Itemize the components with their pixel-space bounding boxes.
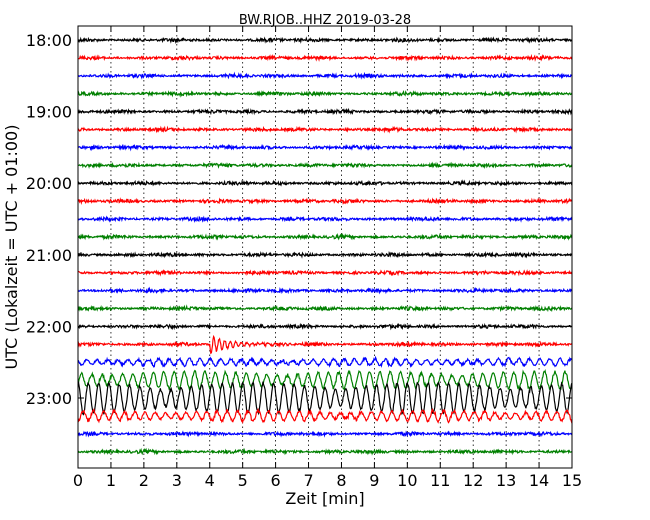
trace-1915	[77, 125, 573, 134]
chart-title: BW.RJOB..HHZ 2019-03-28	[239, 13, 411, 28]
y-tick-label: 22:00	[26, 317, 72, 336]
x-tick-label: 1	[106, 471, 116, 490]
y-tick-label: 19:00	[26, 103, 72, 122]
trace-2330	[77, 430, 573, 438]
x-tick-label: 12	[463, 471, 483, 490]
y-tick-label: 21:00	[26, 246, 72, 265]
x-tick-label: 14	[529, 471, 549, 490]
trace-1900	[77, 107, 573, 116]
trace-2230	[77, 355, 573, 368]
x-tick-label: 9	[369, 471, 379, 490]
trace-group	[77, 36, 573, 456]
y-axis: 18:00 19:00 20:00 21:00 22:00 23:00	[26, 31, 572, 408]
x-tick-label: 7	[303, 471, 313, 490]
x-tick-label: 8	[336, 471, 346, 490]
x-tick-label: 5	[238, 471, 248, 490]
y-tick-label: 18:00	[26, 31, 72, 50]
x-tick-label: 0	[73, 471, 83, 490]
trace-1930	[77, 143, 573, 152]
plot-frame	[77, 25, 573, 469]
trace-1815	[77, 53, 573, 62]
trace-2200	[77, 322, 573, 331]
trace-2300	[77, 380, 573, 416]
x-tick-label: 13	[496, 471, 516, 490]
trace-2100	[77, 250, 573, 259]
trace-2315	[77, 407, 573, 425]
trace-2245	[77, 369, 573, 392]
trace-1945	[77, 161, 573, 170]
x-axis-label: Zeit [min]	[285, 489, 364, 508]
trace-1830	[77, 71, 573, 80]
vertical-grid	[110, 26, 540, 468]
trace-1845	[77, 89, 573, 98]
x-tick-label: 3	[172, 471, 182, 490]
trace-2015	[77, 197, 573, 205]
trace-2345	[77, 447, 573, 456]
x-tick-label: 11	[430, 471, 450, 490]
y-tick-label: 20:00	[26, 174, 72, 193]
x-axis: 0 1 2 3 4 5 6 7 8 9 10 11 12 13 14 15	[73, 26, 582, 490]
y-axis-label: UTC (Lokalzeit = UTC + 01:00)	[2, 125, 21, 370]
trace-2000	[77, 179, 573, 187]
trace-2130	[77, 286, 573, 295]
trace-2145	[77, 304, 573, 313]
trace-2045	[77, 232, 573, 241]
x-tick-label: 4	[205, 471, 215, 490]
trace-2215	[77, 334, 573, 355]
y-tick-label: 23:00	[26, 389, 72, 408]
x-tick-label: 15	[562, 471, 582, 490]
trace-2030	[77, 215, 573, 224]
trace-2115	[77, 269, 573, 277]
x-tick-label: 2	[139, 471, 149, 490]
x-tick-label: 6	[271, 471, 281, 490]
x-tick-label: 10	[397, 471, 417, 490]
trace-1800	[77, 36, 573, 45]
